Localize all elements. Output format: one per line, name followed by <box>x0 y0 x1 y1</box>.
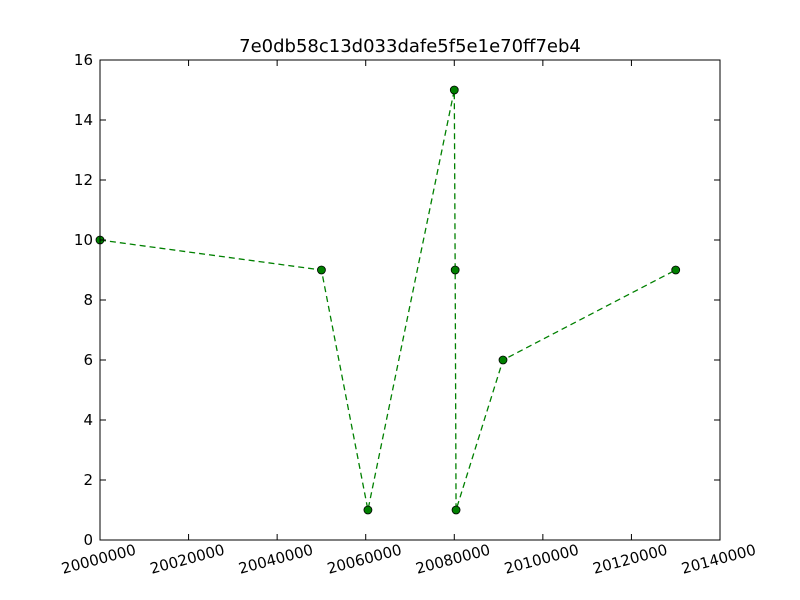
data-point-2 <box>363 505 373 515</box>
y-tick-label: 2 <box>83 471 93 489</box>
y-tick-label: 12 <box>74 171 93 189</box>
data-point-6 <box>498 355 508 365</box>
x-tick-label: 20060000 <box>325 541 403 578</box>
x-tick-label: 20040000 <box>237 541 315 578</box>
y-tick-label: 10 <box>74 231 93 249</box>
data-point-4 <box>450 265 460 275</box>
plot-area <box>95 85 681 515</box>
x-tick-label: 20100000 <box>502 541 580 578</box>
y-tick-label: 0 <box>83 531 93 549</box>
y-tick-label: 6 <box>83 351 93 369</box>
chart-title: 7e0db58c13d033dafe5f5e1e70ff7eb4 <box>239 36 581 57</box>
axes: 0 2 4 6 8 10 12 14 16 20000000 20020000 20040000 200… <box>59 51 757 578</box>
plot-frame <box>99 59 721 541</box>
x-tick-label: 20000000 <box>59 541 137 578</box>
y-tick-label: 4 <box>83 411 93 429</box>
series-line-0 <box>99 89 677 511</box>
y-tick-label: 16 <box>74 51 93 69</box>
data-point-1 <box>317 265 326 275</box>
x-tick-label: 20120000 <box>591 541 669 578</box>
data-point-3 <box>449 85 459 95</box>
x-tick-label: 20080000 <box>414 541 492 578</box>
x-tick-label: 20020000 <box>148 541 226 578</box>
data-point-5 <box>451 505 461 515</box>
data-point-7 <box>671 265 681 275</box>
y-tick-label: 8 <box>83 291 93 309</box>
x-tick-label: 20140000 <box>679 541 757 578</box>
y-tick-label: 14 <box>74 111 93 129</box>
